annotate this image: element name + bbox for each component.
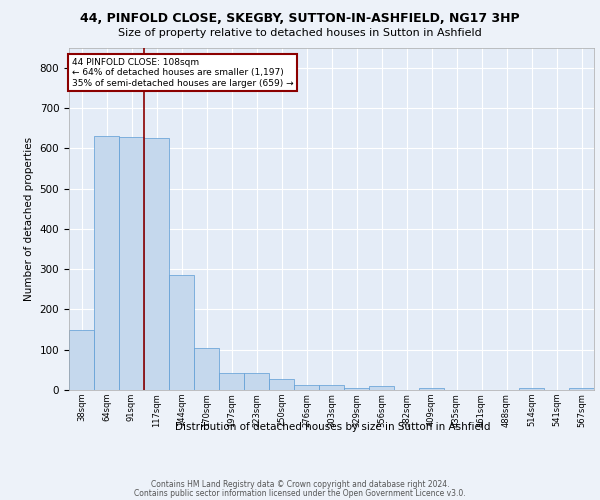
Text: Contains HM Land Registry data © Crown copyright and database right 2024.: Contains HM Land Registry data © Crown c…	[151, 480, 449, 489]
Bar	[294, 385, 319, 390]
Text: 44 PINFOLD CLOSE: 108sqm
← 64% of detached houses are smaller (1,197)
35% of sem: 44 PINFOLD CLOSE: 108sqm ← 64% of detach…	[71, 58, 293, 88]
Bar	[319, 385, 344, 390]
Bar	[269, 379, 294, 390]
Bar	[519, 388, 544, 390]
Text: Distribution of detached houses by size in Sutton in Ashfield: Distribution of detached houses by size …	[175, 422, 491, 432]
Bar	[244, 372, 269, 390]
Bar	[94, 136, 119, 390]
Text: 44, PINFOLD CLOSE, SKEGBY, SUTTON-IN-ASHFIELD, NG17 3HP: 44, PINFOLD CLOSE, SKEGBY, SUTTON-IN-ASH…	[80, 12, 520, 26]
Bar	[569, 388, 594, 390]
Bar	[344, 388, 369, 390]
Y-axis label: Number of detached properties: Number of detached properties	[24, 136, 34, 301]
Text: Size of property relative to detached houses in Sutton in Ashfield: Size of property relative to detached ho…	[118, 28, 482, 38]
Bar	[119, 137, 144, 390]
Text: Contains public sector information licensed under the Open Government Licence v3: Contains public sector information licen…	[134, 488, 466, 498]
Bar	[169, 275, 194, 390]
Bar	[194, 348, 219, 390]
Bar	[144, 138, 169, 390]
Bar	[69, 330, 94, 390]
Bar	[219, 372, 244, 390]
Bar	[419, 388, 444, 390]
Bar	[369, 386, 394, 390]
